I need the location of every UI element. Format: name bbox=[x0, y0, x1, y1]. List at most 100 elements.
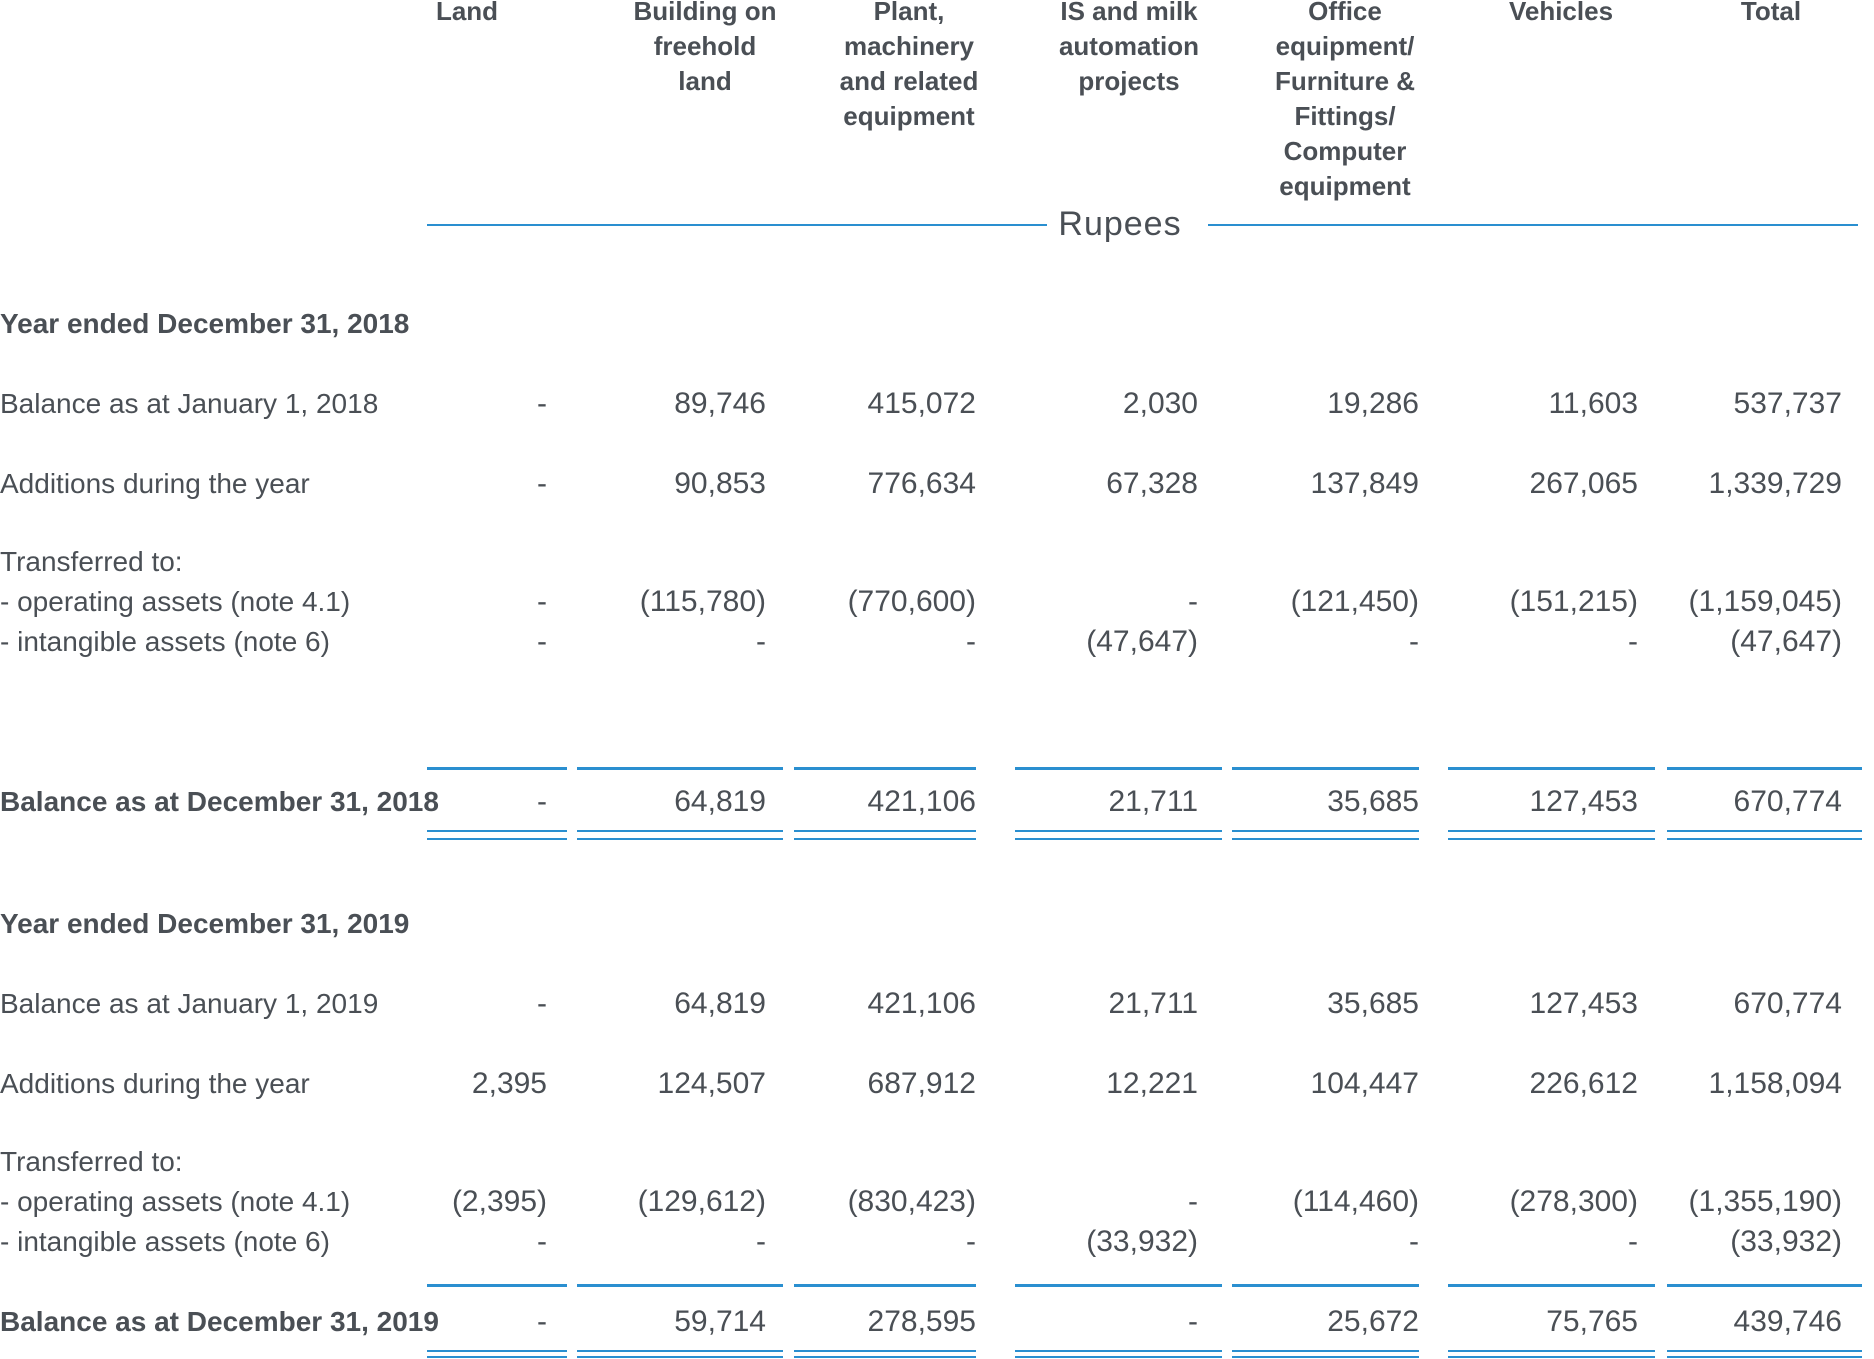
total-double-rule-a-2018-plant bbox=[794, 830, 976, 832]
to-operating-2019-building: (129,612) bbox=[637, 1185, 766, 1218]
to-intangible-2019-total: (33,932) bbox=[1730, 1225, 1842, 1258]
opening-2018-plant: 415,072 bbox=[867, 387, 976, 420]
closing-2019-office: 25,672 bbox=[1327, 1305, 1419, 1338]
total-double-rule-b-2019-plant bbox=[794, 1356, 976, 1358]
to-intangible-2018-plant: - bbox=[966, 625, 976, 658]
row-label-opening-2018: Balance as at January 1, 2018 bbox=[0, 388, 379, 419]
section-title-2019: Year ended December 31, 2019 bbox=[0, 908, 410, 939]
row-label-to-operating-2018: - operating assets (note 4.1) bbox=[0, 586, 351, 617]
section-title-2018: Year ended December 31, 2018 bbox=[0, 308, 410, 339]
total-double-rule-a-2019-total bbox=[1667, 1350, 1862, 1352]
additions-2019-land: 2,395 bbox=[471, 1067, 547, 1100]
total-double-rule-a-2019-plant bbox=[794, 1350, 976, 1352]
currency-label: Rupees bbox=[1058, 205, 1182, 243]
additions-2018-total: 1,339,729 bbox=[1708, 467, 1842, 500]
row-label-to-intangible-2018: - intangible assets (note 6) bbox=[0, 626, 330, 657]
to-operating-2018-total: (1,159,045) bbox=[1688, 585, 1842, 618]
closing-2019-total: 439,746 bbox=[1733, 1305, 1842, 1338]
additions-2018-is_milk: 67,328 bbox=[1106, 467, 1198, 500]
opening-2019-vehicles: 127,453 bbox=[1529, 987, 1638, 1020]
subtotal-rule-2018-is_milk bbox=[1015, 767, 1222, 770]
total-double-rule-b-2019-is_milk bbox=[1015, 1356, 1222, 1358]
subtotal-rule-2019-building bbox=[577, 1284, 783, 1287]
total-double-rule-a-2018-is_milk bbox=[1015, 830, 1222, 832]
rupees-divider-left bbox=[427, 224, 1047, 226]
total-double-rule-b-2018-vehicles bbox=[1448, 838, 1655, 840]
to-operating-2019-land: (2,395) bbox=[451, 1185, 547, 1218]
total-double-rule-a-2018-building bbox=[577, 830, 783, 832]
column-header-vehicles: Vehicles bbox=[1508, 0, 1614, 26]
to-operating-2018-office: (121,450) bbox=[1290, 585, 1419, 618]
subtotal-rule-2019-office bbox=[1232, 1284, 1419, 1287]
additions-2019-office: 104,447 bbox=[1310, 1067, 1419, 1100]
total-double-rule-a-2019-land bbox=[427, 1350, 567, 1352]
rupees-divider-right bbox=[1208, 224, 1858, 226]
opening-2018-land: - bbox=[537, 387, 547, 420]
total-double-rule-b-2018-land bbox=[427, 838, 567, 840]
column-header-building: Building on freehold land bbox=[633, 0, 777, 96]
row-label-opening-2019: Balance as at January 1, 2019 bbox=[0, 988, 379, 1019]
additions-2018-plant: 776,634 bbox=[867, 467, 976, 500]
to-operating-2018-building: (115,780) bbox=[639, 585, 766, 618]
subtotal-rule-2018-vehicles bbox=[1448, 767, 1655, 770]
total-double-rule-a-2019-office bbox=[1232, 1350, 1419, 1352]
closing-2018-is_milk: 21,711 bbox=[1108, 785, 1198, 818]
closing-2018-total: 670,774 bbox=[1733, 785, 1842, 818]
additions-2018-building: 90,853 bbox=[674, 467, 766, 500]
additions-2019-total: 1,158,094 bbox=[1708, 1067, 1842, 1100]
total-double-rule-a-2018-land bbox=[427, 830, 567, 832]
total-double-rule-a-2018-office bbox=[1232, 830, 1419, 832]
column-header-is_milk: IS and milk automation projects bbox=[1058, 0, 1200, 96]
closing-2019-is_milk: - bbox=[1188, 1305, 1198, 1338]
row-label-additions-2019: Additions during the year bbox=[0, 1068, 310, 1099]
total-double-rule-a-2019-vehicles bbox=[1448, 1350, 1655, 1352]
subtotal-rule-2018-total bbox=[1667, 767, 1862, 770]
additions-2019-plant: 687,912 bbox=[867, 1067, 976, 1100]
additions-2018-vehicles: 267,065 bbox=[1529, 467, 1638, 500]
closing-2018-building: 64,819 bbox=[674, 785, 766, 818]
additions-2018-land: - bbox=[537, 467, 547, 500]
to-intangible-2019-is_milk: (33,932) bbox=[1086, 1225, 1198, 1258]
to-intangible-2018-building: - bbox=[756, 625, 766, 658]
closing-2019-plant: 278,595 bbox=[867, 1305, 976, 1338]
opening-2018-total: 537,737 bbox=[1733, 387, 1842, 420]
total-double-rule-a-2018-vehicles bbox=[1448, 830, 1655, 832]
total-double-rule-b-2018-office bbox=[1232, 838, 1419, 840]
total-double-rule-b-2018-building bbox=[577, 838, 783, 840]
subtotal-rule-2019-vehicles bbox=[1448, 1284, 1655, 1287]
to-intangible-2018-office: - bbox=[1409, 625, 1419, 658]
row-label-closing-2018: Balance as at December 31, 2018 bbox=[0, 786, 439, 817]
subtotal-rule-2019-land bbox=[427, 1284, 567, 1287]
to-operating-2019-vehicles: (278,300) bbox=[1509, 1185, 1638, 1218]
closing-2019-vehicles: 75,765 bbox=[1546, 1305, 1638, 1338]
to-intangible-2018-vehicles: - bbox=[1628, 625, 1638, 658]
closing-2018-vehicles: 127,453 bbox=[1529, 785, 1638, 818]
closing-2019-building: 59,714 bbox=[674, 1305, 766, 1338]
column-header-total: Total bbox=[1740, 0, 1802, 26]
to-operating-2019-office: (114,460) bbox=[1292, 1185, 1419, 1218]
subtotal-rule-2019-is_milk bbox=[1015, 1284, 1222, 1287]
opening-2019-plant: 421,106 bbox=[867, 987, 976, 1020]
total-double-rule-b-2019-total bbox=[1667, 1356, 1862, 1358]
opening-2019-land: - bbox=[537, 987, 547, 1020]
to-intangible-2019-plant: - bbox=[966, 1225, 976, 1258]
closing-2018-office: 35,685 bbox=[1327, 785, 1419, 818]
opening-2019-total: 670,774 bbox=[1733, 987, 1842, 1020]
to-operating-2018-is_milk: - bbox=[1188, 585, 1198, 618]
row-label-transferred-2019: Transferred to: bbox=[0, 1146, 183, 1177]
additions-2019-is_milk: 12,221 bbox=[1106, 1067, 1198, 1100]
closing-2018-plant: 421,106 bbox=[867, 785, 976, 818]
opening-2019-building: 64,819 bbox=[674, 987, 766, 1020]
subtotal-rule-2018-building bbox=[577, 767, 783, 770]
row-label-closing-2019: Balance as at December 31, 2019 bbox=[0, 1306, 439, 1337]
additions-2018-office: 137,849 bbox=[1310, 467, 1419, 500]
total-double-rule-a-2019-building bbox=[577, 1350, 783, 1352]
total-double-rule-b-2019-office bbox=[1232, 1356, 1419, 1358]
column-header-plant: Plant, machinery and related equipment bbox=[839, 0, 979, 131]
row-label-to-operating-2019: - operating assets (note 4.1) bbox=[0, 1186, 351, 1217]
subtotal-rule-2018-plant bbox=[794, 767, 976, 770]
to-intangible-2019-office: - bbox=[1409, 1225, 1419, 1258]
opening-2018-is_milk: 2,030 bbox=[1122, 387, 1198, 420]
to-operating-2018-plant: (770,600) bbox=[847, 585, 976, 618]
